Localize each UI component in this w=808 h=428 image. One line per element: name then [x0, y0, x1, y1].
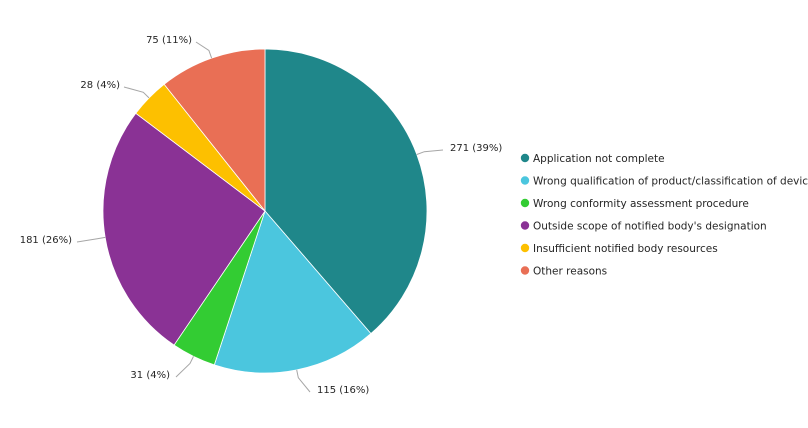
legend-item-outside-scope-of-notified-body-s-designation[interactable]: Outside scope of notified body's designa… — [520, 220, 767, 232]
legend-label-application-not-complete: Application not complete — [533, 153, 665, 165]
pie-slice-other-reasons[interactable] — [163, 48, 266, 213]
legend-label-outside-scope-of-notified-body-s-designation: Outside scope of notified body's designa… — [533, 220, 767, 232]
legend-label-insufficient-notified-body-resources: Insufficient notified body resources — [533, 243, 718, 255]
pie-slices — [102, 48, 428, 374]
data-label-application-not-complete: 271 (39%) — [450, 143, 502, 154]
leader-line-other-reasons — [195, 41, 213, 59]
legend-label-wrong-conformity-assessment-procedure: Wrong conformity assessment procedure — [533, 198, 749, 210]
leader-line-application-not-complete — [416, 149, 444, 155]
leader-line-wrong-conformity-assessment-procedure — [175, 356, 194, 378]
legend-marker-application-not-complete — [520, 153, 530, 163]
legend-marker-wrong-qualification-of-product-classification-of-device — [520, 176, 530, 185]
leader-line-insufficient-notified-body-resources — [123, 86, 150, 99]
legend-marker-insufficient-notified-body-resources — [520, 243, 530, 253]
pie-slice-wrong-qualification-of-product-classification-of-device[interactable] — [213, 210, 372, 374]
data-label-outside-scope-of-notified-body-s-designation: 181 (26%) — [20, 235, 72, 246]
data-label-other-reasons: 75 (11%) — [146, 35, 192, 46]
legend-item-wrong-qualification-of-product-classification-of-device[interactable]: Wrong qualification of product/classific… — [520, 175, 808, 187]
pie-slice-outside-scope-of-notified-body-s-designation[interactable] — [102, 112, 266, 346]
data-label-insufficient-notified-body-resources: 28 (4%) — [80, 80, 120, 91]
legend-label-other-reasons: Other reasons — [533, 265, 607, 277]
legend-marker-other-reasons — [520, 266, 530, 275]
legend-marker-outside-scope-of-notified-body-s-designation — [520, 221, 530, 230]
legend-marker-wrong-conformity-assessment-procedure — [520, 198, 530, 208]
legend-item-application-not-complete[interactable]: Application not complete — [520, 153, 665, 165]
leader-line-outside-scope-of-notified-body-s-designation — [76, 236, 106, 243]
legend: Application not complete Wrong qualificat… — [520, 153, 808, 277]
legend-item-wrong-conformity-assessment-procedure[interactable]: Wrong conformity assessment procedure — [520, 198, 749, 210]
data-label-wrong-conformity-assessment-procedure: 31 (4%) — [130, 370, 170, 381]
pie-data-labels: 271 (39%) 115 (16%) 31 (4%) 181 (26%) 28 (4%… — [20, 35, 503, 396]
legend-item-insufficient-notified-body-resources[interactable]: Insufficient notified body resources — [520, 243, 718, 255]
pie-leader-lines — [76, 41, 444, 393]
legend-item-other-reasons[interactable]: Other reasons — [520, 265, 607, 277]
leader-line-wrong-qualification-of-product-classification-of-device — [296, 369, 311, 393]
data-label-wrong-qualification-of-product-classification-of-device: 115 (16%) — [317, 385, 369, 396]
legend-label-wrong-qualification-of-product-classification-of-device: Wrong qualification of product/classific… — [533, 175, 808, 187]
